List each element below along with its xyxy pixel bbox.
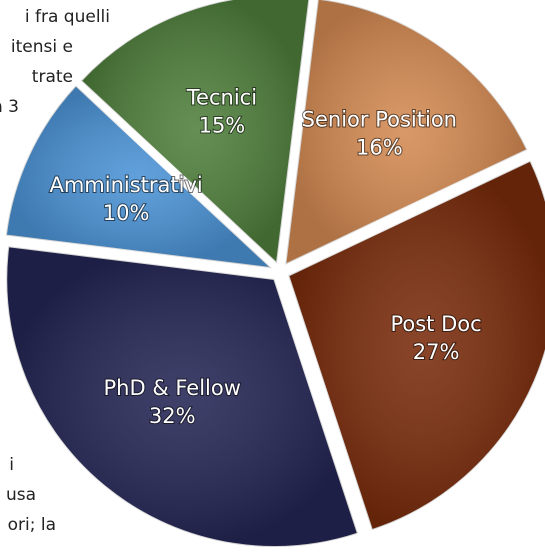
slice-shade xyxy=(5,85,272,269)
slice-label: Senior Position xyxy=(302,107,457,131)
slice-shade xyxy=(288,160,545,531)
side-text: i xyxy=(9,455,14,475)
slice-shade xyxy=(285,0,528,265)
side-text: trate xyxy=(32,67,73,87)
side-text: ori; la xyxy=(8,515,56,535)
slice-label: Amministrativi xyxy=(49,173,202,197)
side-text: n 3 xyxy=(0,97,19,117)
slice-value: 32% xyxy=(149,404,196,428)
slice-value: 15% xyxy=(199,113,246,137)
slice-value: 27% xyxy=(413,340,460,364)
slice-shade xyxy=(6,246,358,547)
side-text: i fra quelli xyxy=(25,7,110,27)
side-text: itensi e xyxy=(11,37,73,57)
slice-value: 10% xyxy=(103,201,150,225)
slice-label: PhD & Fellow xyxy=(104,376,241,400)
slice-label: Tecnici xyxy=(186,85,257,109)
slice-shade xyxy=(80,0,310,264)
slice-value: 16% xyxy=(356,135,403,159)
slice-label: Post Doc xyxy=(390,312,481,336)
side-text: usa xyxy=(6,485,36,505)
